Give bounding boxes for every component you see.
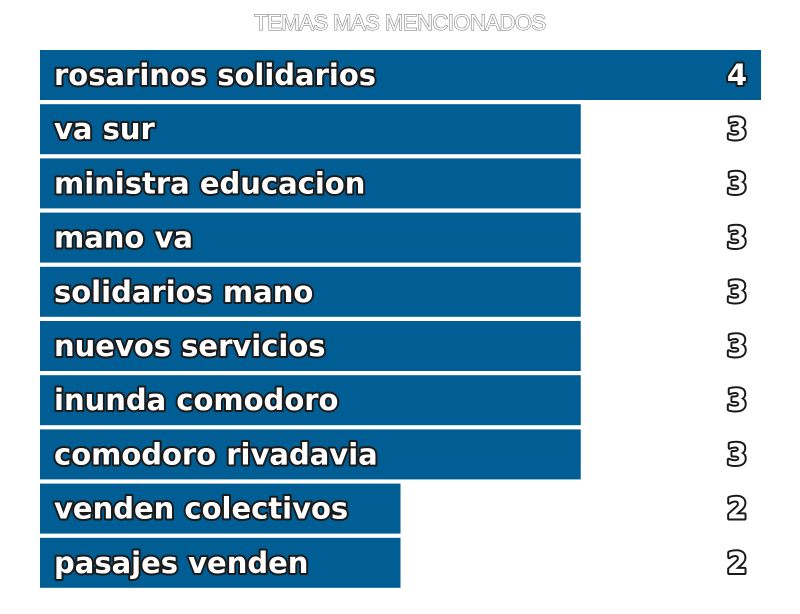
bar-7 — [40, 429, 581, 480]
bar-6 — [40, 375, 581, 426]
bar-0 — [40, 50, 761, 100]
bar-8 — [40, 483, 401, 534]
bar-label-3: mano va — [54, 221, 193, 255]
bar-label-7: comodoro rivadavia — [54, 437, 378, 471]
bar-5 — [40, 321, 581, 371]
bar-label-8: venden colectivos — [54, 492, 348, 526]
bar-3 — [40, 212, 581, 263]
chart-title: TEMAS MAS MENCIONADOS — [254, 10, 545, 35]
bar-2 — [40, 158, 581, 209]
bar-label-4: solidarios mano — [54, 275, 313, 309]
value-label-7: 3 — [727, 437, 747, 471]
bar-9 — [40, 537, 401, 588]
value-label-0: 4 — [727, 58, 747, 92]
value-label-8: 2 — [727, 492, 747, 526]
bar-label-2: ministra educacion — [54, 166, 365, 200]
value-label-9: 2 — [727, 546, 747, 580]
value-label-5: 3 — [727, 329, 747, 363]
bars-group: rosarinos solidarios 4 va sur 3 ministra edu… — [40, 50, 761, 588]
bar-4 — [40, 266, 581, 317]
bar-label-0: rosarinos solidarios — [54, 58, 376, 92]
bar-1 — [40, 104, 581, 155]
bar-label-9: pasajes venden — [54, 546, 308, 580]
bar-label-6: inunda comodoro — [54, 383, 338, 417]
value-label-6: 3 — [727, 383, 747, 417]
value-label-2: 3 — [727, 166, 747, 200]
bar-label-5: nuevos servicios — [54, 329, 326, 363]
value-label-4: 3 — [727, 275, 747, 309]
value-label-1: 3 — [727, 112, 747, 146]
bar-label-1: va sur — [54, 112, 155, 146]
value-label-3: 3 — [727, 221, 747, 255]
